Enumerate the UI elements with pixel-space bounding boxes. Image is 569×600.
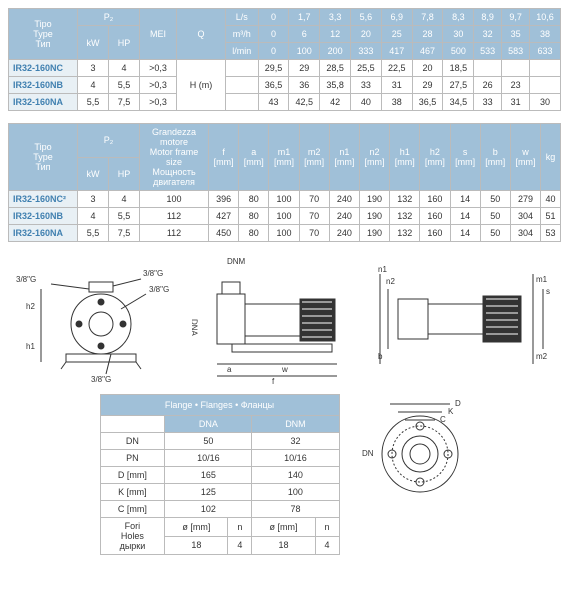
- svg-text:D: D: [455, 399, 461, 408]
- flange-table: Flange • Flanges • Фланцы DNADNM DN5032 …: [100, 394, 340, 555]
- col-kw: kW: [78, 157, 109, 191]
- svg-text:DNA: DNA: [192, 319, 199, 337]
- flange-diagram: D K C DN: [360, 394, 470, 504]
- col-q: Q: [177, 9, 226, 60]
- svg-text:3/8"G: 3/8"G: [16, 275, 36, 284]
- col-p2: P₂: [78, 124, 140, 158]
- table-row: IR32-160NB 45,5>0,3 36,53635,833312927,5…: [9, 77, 561, 94]
- col-hp: HP: [109, 26, 140, 60]
- svg-text:3/8"G: 3/8"G: [91, 375, 111, 384]
- dimensions-table: Tipo Type Тип P₂ Grandezza motore Motor …: [8, 123, 561, 242]
- svg-text:m2: m2: [536, 352, 548, 361]
- table-row: IR32-160NA 5,57,5112 4508010070240190132…: [9, 225, 561, 242]
- svg-text:n2: n2: [386, 277, 395, 286]
- svg-text:DN: DN: [362, 449, 374, 458]
- diagram-row: 3/8"G 3/8"G 3/8"G 3/8"G h1 h2 DNM DNA a …: [8, 254, 561, 384]
- table-row: IR32-160NB 45,5112 427801007024019013216…: [9, 208, 561, 225]
- table-row: IR32-160NC² 34100 3968010070240190132160…: [9, 191, 561, 208]
- svg-text:C: C: [440, 415, 446, 424]
- table-row: IR32-160NC 34>0,3 H (m) 29,52928,525,522…: [9, 60, 561, 77]
- svg-text:f: f: [272, 377, 275, 384]
- svg-text:DNM: DNM: [227, 257, 246, 266]
- col-kw: kW: [78, 26, 109, 60]
- svg-text:h2: h2: [26, 302, 35, 311]
- col-tipo: Tipo Type Тип: [9, 9, 78, 60]
- pump-side-view: DNM DNA a w f: [192, 254, 372, 384]
- col-frame: Grandezza motore Motor frame size Мощнос…: [140, 124, 209, 191]
- col-hp: HP: [109, 157, 140, 191]
- svg-text:3/8"G: 3/8"G: [143, 269, 163, 278]
- flange-title: Flange • Flanges • Фланцы: [100, 395, 339, 416]
- col-m3h: m³/h: [226, 26, 259, 43]
- col-tipo: Tipo Type Тип: [9, 124, 78, 191]
- col-p2: P₂: [78, 9, 140, 26]
- svg-text:s: s: [546, 287, 550, 296]
- svg-text:h1: h1: [26, 342, 35, 351]
- table-row: IR32-160NA 5,57,5>0,3 4342,542403836,534…: [9, 94, 561, 111]
- col-mei: MEI: [140, 9, 177, 60]
- svg-text:b: b: [378, 352, 383, 361]
- flange-section: Flange • Flanges • Фланцы DNADNM DN5032 …: [8, 394, 561, 567]
- svg-text:K: K: [448, 407, 454, 416]
- pump-top-view: m1 m2 n1 n2 s b: [378, 254, 558, 384]
- svg-text:n1: n1: [378, 265, 387, 274]
- svg-text:3/8"G: 3/8"G: [149, 285, 169, 294]
- svg-text:a: a: [227, 365, 232, 374]
- svg-text:m1: m1: [536, 275, 548, 284]
- pump-front-view: 3/8"G 3/8"G 3/8"G 3/8"G h1 h2: [11, 254, 186, 384]
- hm-cell: H (m): [177, 60, 226, 111]
- col-ls: L/s: [226, 9, 259, 26]
- svg-text:w: w: [281, 365, 288, 374]
- performance-table: Tipo Type Тип P₂ MEI Q L/s 01,73,35,66,9…: [8, 8, 561, 111]
- col-lmin: l/min: [226, 43, 259, 60]
